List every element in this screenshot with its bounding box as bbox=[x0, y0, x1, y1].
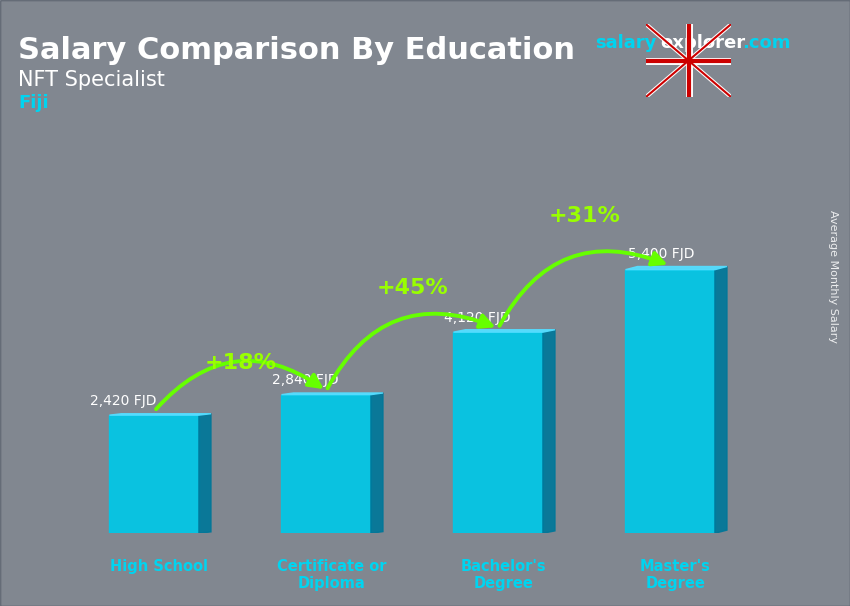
Text: salary: salary bbox=[595, 34, 656, 52]
Text: Bachelor's
Degree: Bachelor's Degree bbox=[461, 559, 547, 591]
Polygon shape bbox=[110, 415, 199, 533]
Text: Master's
Degree: Master's Degree bbox=[640, 559, 711, 591]
Polygon shape bbox=[281, 393, 383, 395]
Text: Average Monthly Salary: Average Monthly Salary bbox=[828, 210, 838, 342]
Polygon shape bbox=[626, 267, 727, 270]
Polygon shape bbox=[199, 414, 211, 533]
Polygon shape bbox=[110, 414, 211, 415]
Text: NFT Specialist: NFT Specialist bbox=[18, 70, 165, 90]
Text: Fiji: Fiji bbox=[18, 94, 48, 112]
Text: High School: High School bbox=[110, 559, 208, 574]
Text: +31%: +31% bbox=[548, 206, 620, 226]
Text: explorer: explorer bbox=[660, 34, 745, 52]
Text: 2,840 FJD: 2,840 FJD bbox=[272, 373, 339, 387]
Polygon shape bbox=[454, 330, 555, 332]
Text: +45%: +45% bbox=[377, 278, 448, 298]
Polygon shape bbox=[371, 393, 383, 533]
Text: 2,420 FJD: 2,420 FJD bbox=[90, 394, 156, 408]
Polygon shape bbox=[543, 330, 555, 533]
Text: Certificate or
Diploma: Certificate or Diploma bbox=[276, 559, 386, 591]
Polygon shape bbox=[715, 267, 727, 533]
Text: .com: .com bbox=[742, 34, 790, 52]
Text: +18%: +18% bbox=[204, 353, 276, 373]
Polygon shape bbox=[626, 270, 715, 533]
Polygon shape bbox=[454, 332, 543, 533]
Text: 4,120 FJD: 4,120 FJD bbox=[445, 311, 511, 325]
Text: Salary Comparison By Education: Salary Comparison By Education bbox=[18, 36, 575, 65]
Polygon shape bbox=[281, 395, 371, 533]
Text: 5,400 FJD: 5,400 FJD bbox=[628, 247, 694, 261]
